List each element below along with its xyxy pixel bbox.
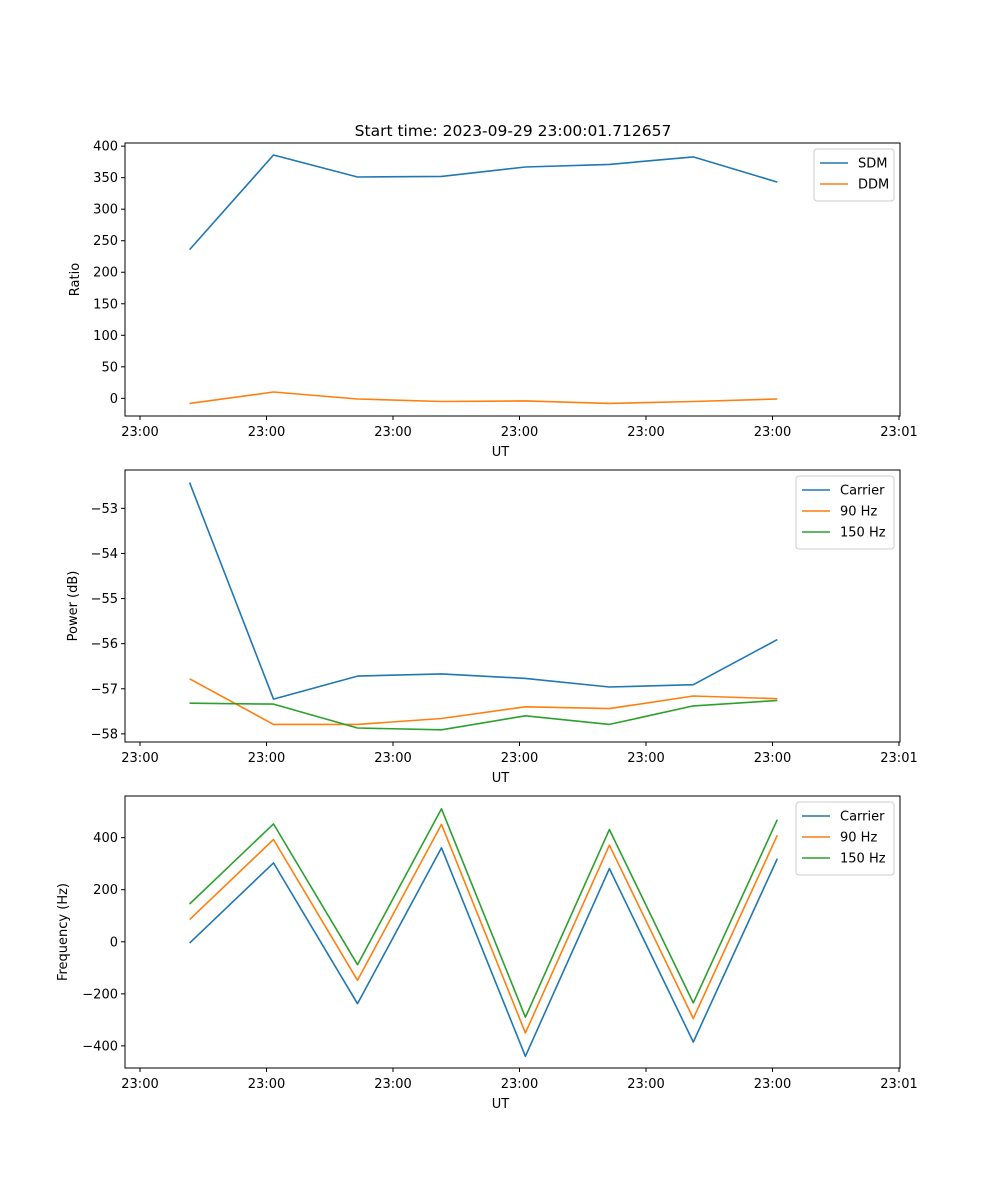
y-tick-label: −54 xyxy=(91,547,118,562)
x-tick-label: 23:00 xyxy=(501,425,538,440)
x-tick-label: 23:01 xyxy=(880,425,917,440)
x-axis-label: UT xyxy=(492,771,510,786)
y-tick-label: −400 xyxy=(82,1039,118,1054)
legend-label: 150 Hz xyxy=(840,526,886,541)
y-tick-label: 150 xyxy=(93,297,118,312)
y-tick-label: 0 xyxy=(110,935,118,950)
y-axis-label: Power (dB) xyxy=(66,571,81,642)
x-tick-label: 23:00 xyxy=(627,751,664,766)
x-tick-label: 23:00 xyxy=(121,425,158,440)
x-axis-label: UT xyxy=(492,445,510,460)
x-tick-label: 23:00 xyxy=(248,1077,285,1092)
legend-label: DDM xyxy=(858,178,889,193)
x-tick-label: 23:00 xyxy=(374,1077,411,1092)
y-tick-label: −56 xyxy=(91,637,118,652)
x-tick-label: 23:00 xyxy=(121,751,158,766)
x-axis-label: UT xyxy=(492,1097,510,1112)
legend: SDM DDM xyxy=(813,148,895,202)
y-tick-label: 250 xyxy=(93,234,118,249)
legend-box xyxy=(795,801,895,876)
y-tick-label: −57 xyxy=(91,682,118,697)
x-tick-label: 23:00 xyxy=(374,425,411,440)
chart-title: Start time: 2023-09-29 23:00:01.712657 xyxy=(355,122,672,140)
x-tick-label: 23:00 xyxy=(754,1077,791,1092)
legend-label: Carrier xyxy=(840,484,885,499)
axes-frame xyxy=(124,469,901,743)
x-tick-label: 23:00 xyxy=(627,1077,664,1092)
legend-label: 90 Hz xyxy=(840,505,877,520)
series-line-sdm xyxy=(189,154,778,251)
axes-frame xyxy=(124,795,901,1069)
x-tick-label: 23:00 xyxy=(121,1077,158,1092)
series-line-carrier xyxy=(188,482,778,700)
y-tick-label: 300 xyxy=(93,203,118,218)
y-tick-label: −58 xyxy=(91,727,118,742)
x-tick-label: 23:00 xyxy=(248,751,285,766)
series-line-ddm xyxy=(189,391,778,405)
y-tick-label: 400 xyxy=(93,140,118,155)
x-tick-label: 23:01 xyxy=(880,1077,917,1092)
legend-label: 150 Hz xyxy=(840,852,886,867)
y-tick-label: 400 xyxy=(93,831,118,846)
x-tick-label: 23:00 xyxy=(374,751,411,766)
legend: Carrier 90 Hz 150 Hz xyxy=(795,801,895,876)
y-axis-label: Frequency (Hz) xyxy=(56,883,71,981)
legend-box xyxy=(813,148,895,202)
series-line-carrier xyxy=(189,846,779,1058)
x-tick-label: 23:00 xyxy=(754,751,791,766)
y-tick-label: −55 xyxy=(91,592,118,607)
x-tick-label: 23:01 xyxy=(880,751,917,766)
subplot-1: 0 50 100 150 200 250 300 350 400 23:00 23:00 23:00 2… xyxy=(68,140,918,460)
y-tick-label: 200 xyxy=(93,883,118,898)
series-line-90-hz xyxy=(189,678,778,726)
y-tick-label: 50 xyxy=(101,360,118,375)
y-tick-label: −53 xyxy=(91,502,118,517)
y-axis-label: Ratio xyxy=(68,263,83,296)
subplot-3: 400 200 0 −200 −400 23:00 23:00 23:00 23:00 23:00… xyxy=(56,795,918,1112)
legend: Carrier 90 Hz 150 Hz xyxy=(795,475,895,550)
y-tick-label: −200 xyxy=(82,987,118,1002)
legend-label: SDM xyxy=(858,157,887,172)
series-line-150-hz xyxy=(189,699,778,731)
legend-label: Carrier xyxy=(840,810,885,825)
legend-box xyxy=(795,475,895,550)
y-tick-label: 100 xyxy=(93,329,118,344)
x-tick-label: 23:00 xyxy=(754,425,791,440)
x-tick-label: 23:00 xyxy=(248,425,285,440)
y-tick-label: 350 xyxy=(93,171,118,186)
y-tick-label: 200 xyxy=(93,266,118,281)
x-tick-label: 23:00 xyxy=(501,1077,538,1092)
x-tick-label: 23:00 xyxy=(501,751,538,766)
x-tick-label: 23:00 xyxy=(627,425,664,440)
legend-label: 90 Hz xyxy=(840,831,877,846)
y-tick-label: 0 xyxy=(110,392,118,407)
axes-frame xyxy=(124,142,901,417)
series-line-90-hz xyxy=(189,823,779,1034)
series-line-150-hz xyxy=(189,807,779,1019)
